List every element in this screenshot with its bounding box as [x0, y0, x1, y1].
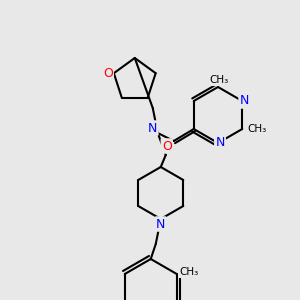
Text: O: O — [162, 140, 172, 152]
Text: N: N — [148, 122, 158, 134]
Text: CH₃: CH₃ — [209, 75, 229, 85]
Text: O: O — [103, 67, 113, 80]
Text: N: N — [156, 218, 165, 230]
Text: CH₃: CH₃ — [248, 124, 267, 134]
Text: N: N — [215, 136, 225, 149]
Text: CH₃: CH₃ — [179, 267, 198, 277]
Text: N: N — [240, 94, 249, 107]
